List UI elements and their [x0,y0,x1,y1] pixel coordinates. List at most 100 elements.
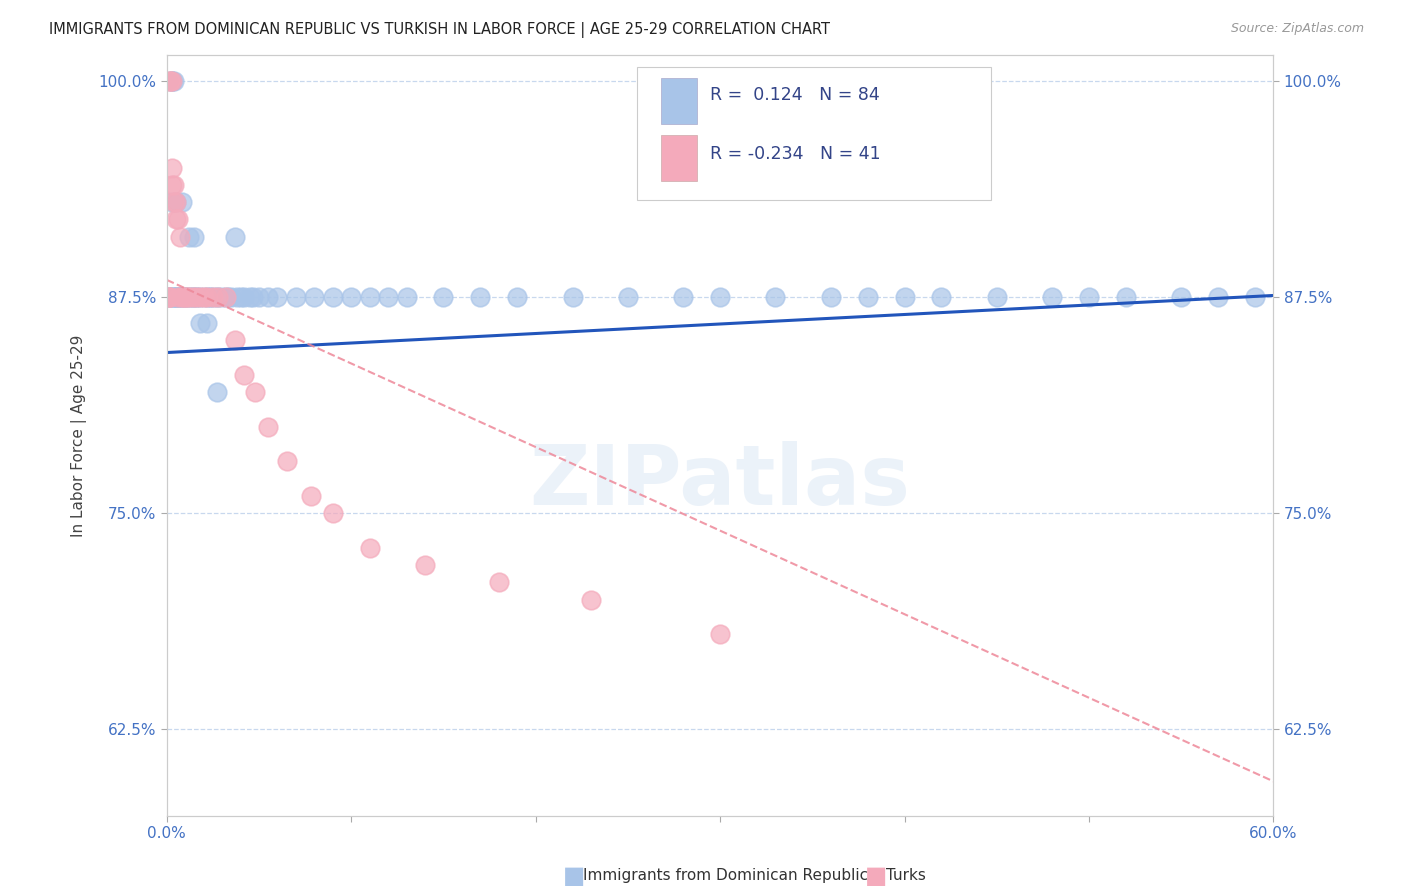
Point [183,229,205,244]
Point [284,290,307,304]
Point [181,290,204,304]
Point [186,290,208,304]
Point [322,506,344,520]
Point [239,290,262,304]
Point [198,290,221,304]
FancyBboxPatch shape [661,135,697,181]
Point [169,290,191,304]
Point [186,290,208,304]
Point [233,368,256,382]
Point [617,290,640,304]
Point [165,212,187,227]
Point [163,74,186,88]
Point [166,290,188,304]
Point [432,290,454,304]
Point [709,290,731,304]
Point [215,290,238,304]
Text: ■: ■ [865,864,887,888]
Point [377,290,399,304]
Point [172,290,194,304]
Text: ■: ■ [562,864,585,888]
Point [195,316,218,330]
Point [672,290,695,304]
Point [188,290,211,304]
Point [163,178,186,192]
Point [488,575,510,590]
Point [169,290,191,304]
Text: IMMIGRANTS FROM DOMINICAN REPUBLIC VS TURKISH IN LABOR FORCE | AGE 25-29 CORRELA: IMMIGRANTS FROM DOMINICAN REPUBLIC VS TU… [49,22,830,38]
Point [322,290,344,304]
Point [201,290,224,304]
Text: R = -0.234   N = 41: R = -0.234 N = 41 [710,145,880,163]
Point [165,290,187,304]
Point [276,454,298,468]
Point [172,290,194,304]
Point [157,290,180,304]
Point [413,558,436,573]
Point [162,74,184,88]
Point [174,290,197,304]
Point [159,74,181,88]
FancyBboxPatch shape [661,78,697,124]
Point [470,290,492,304]
FancyBboxPatch shape [637,67,991,200]
Point [233,290,256,304]
Point [304,290,326,304]
Point [159,74,181,88]
Point [165,290,187,304]
Point [174,290,197,304]
Point [245,385,267,400]
Point [359,541,381,555]
Point [177,290,200,304]
Point [193,290,215,304]
Point [201,290,224,304]
Point [506,290,529,304]
Point [188,290,211,304]
Y-axis label: In Labor Force | Age 25-29: In Labor Force | Age 25-29 [72,334,87,537]
Point [180,290,202,304]
Point [257,420,280,434]
Point [266,290,288,304]
Point [176,290,198,304]
Point [207,290,229,304]
Point [165,290,187,304]
Point [162,74,184,88]
Point [856,290,879,304]
Point [1040,290,1063,304]
Point [893,290,915,304]
Point [162,290,184,304]
Point [187,290,209,304]
Point [340,290,363,304]
Point [181,290,204,304]
Point [162,290,184,304]
Text: ZIPatlas: ZIPatlas [530,441,911,522]
Point [215,290,238,304]
Point [177,290,200,304]
Point [820,290,842,304]
Point [709,627,731,641]
Point [195,290,218,304]
Text: Source: ZipAtlas.com: Source: ZipAtlas.com [1230,22,1364,36]
Point [1077,290,1099,304]
Point [188,316,211,330]
Point [176,290,198,304]
Point [177,229,200,244]
Point [159,290,181,304]
Point [157,290,180,304]
Point [561,870,583,884]
Point [221,290,243,304]
Point [224,229,246,244]
Point [931,290,953,304]
Point [157,290,180,304]
Point [162,195,184,210]
Point [1115,290,1137,304]
Point [205,290,228,304]
Point [247,290,270,304]
Point [166,290,188,304]
Point [1244,290,1267,304]
Point [170,195,193,210]
Point [165,195,187,210]
Point [162,74,184,88]
Point [165,290,187,304]
Point [561,290,583,304]
